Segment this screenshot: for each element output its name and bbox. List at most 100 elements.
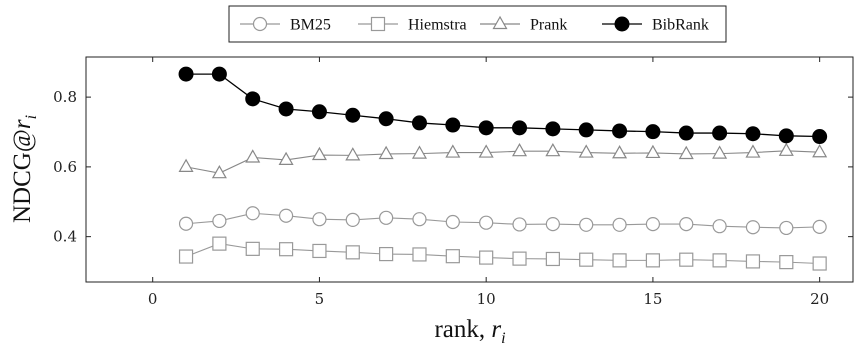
data-point [479, 250, 494, 265]
data-point [612, 145, 628, 159]
legend-marker [252, 16, 268, 32]
data-point [478, 144, 494, 158]
data-point [745, 254, 761, 269]
data-point [345, 245, 360, 260]
legend-item-hiemstra: Hiemstra [358, 17, 467, 34]
data-point [545, 216, 560, 232]
data-point [778, 128, 794, 144]
data-point [278, 101, 294, 117]
x-tick-label: 5 [315, 290, 325, 308]
data-point [345, 212, 360, 228]
data-point [579, 252, 594, 267]
data-point [779, 220, 794, 236]
data-point [612, 253, 627, 268]
data-point [812, 129, 828, 145]
x-axis-title: rank, ri [434, 316, 505, 347]
data-point [245, 241, 260, 256]
data-point [178, 158, 194, 172]
data-point [245, 91, 261, 107]
data-point [812, 144, 828, 158]
legend-item-bm25: BM25 [240, 17, 331, 34]
x-tick-label: 0 [148, 290, 158, 308]
data-point [178, 66, 194, 82]
data-point [678, 145, 694, 160]
data-point [412, 247, 427, 262]
data-point [478, 120, 494, 136]
data-point [411, 115, 427, 131]
data-point [712, 125, 728, 141]
data-point [645, 216, 661, 232]
legend-item-bibrank: BibRank [602, 16, 709, 34]
data-point [178, 249, 194, 264]
x-tick-label: 15 [643, 290, 662, 308]
data-point [445, 214, 460, 230]
data-point [212, 236, 227, 251]
data-point [612, 123, 628, 139]
data-point [679, 252, 694, 267]
data-point [679, 216, 694, 232]
y-axis-title: NDCG@ri [9, 115, 40, 223]
data-point [645, 144, 661, 159]
data-point [311, 104, 327, 120]
x-tick-label: 10 [477, 290, 496, 308]
series-bm25 [178, 206, 827, 236]
y-tick-label: 0.6 [53, 158, 77, 176]
data-point [278, 242, 294, 257]
data-point [445, 144, 461, 158]
data-point [378, 145, 394, 160]
legend-marker [614, 16, 630, 32]
data-point [512, 217, 527, 232]
data-point [412, 212, 427, 227]
y-tick-label: 0.8 [53, 88, 77, 106]
series-line [185, 150, 820, 174]
legend-box [228, 5, 727, 43]
legend-marker [492, 15, 508, 30]
data-point [745, 126, 761, 142]
legend-item-prank: Prank [480, 15, 567, 34]
data-point [378, 111, 394, 127]
legend-label: Hiemstra [408, 17, 467, 34]
data-point [411, 145, 428, 159]
data-point [512, 120, 528, 136]
data-point [612, 217, 627, 232]
data-point [211, 66, 227, 82]
data-point [545, 142, 561, 157]
series-prank [178, 142, 828, 179]
data-point [545, 121, 561, 137]
data-point [245, 149, 261, 163]
legend: BM25 Hiemstra Prank BibRank [228, 5, 727, 43]
data-point [345, 107, 361, 123]
data-point [578, 122, 594, 138]
data-point [712, 219, 727, 234]
data-point [278, 151, 294, 166]
data-point [645, 253, 661, 268]
data-point [311, 146, 327, 161]
data-point [445, 249, 460, 264]
x-tick-label: 20 [810, 290, 829, 308]
legend-marker [370, 16, 386, 32]
data-point [545, 251, 560, 267]
data-point [712, 145, 728, 159]
y-tick-label: 0.4 [53, 228, 77, 246]
data-point [745, 144, 761, 158]
data-point [345, 147, 361, 161]
data-point [312, 212, 327, 227]
data-point [778, 142, 794, 156]
data-point [512, 251, 527, 266]
data-point [379, 210, 394, 225]
data-point [812, 256, 827, 271]
data-point [379, 246, 394, 262]
data-point [578, 144, 594, 158]
data-point [812, 219, 827, 234]
data-point [511, 142, 528, 157]
data-point [211, 164, 227, 179]
data-point [212, 213, 227, 229]
data-point [579, 217, 594, 232]
legend-label: BM25 [290, 17, 331, 34]
series-bibrank [178, 66, 828, 145]
legend-label: BibRank [652, 17, 709, 34]
data-point [678, 125, 694, 141]
plot-area [85, 56, 854, 283]
data-point [278, 208, 294, 223]
data-point [645, 124, 661, 140]
